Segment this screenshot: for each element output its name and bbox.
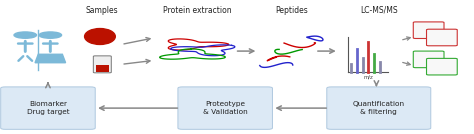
Text: Protein extraction: Protein extraction [163,6,231,15]
FancyBboxPatch shape [413,22,444,38]
Ellipse shape [84,29,115,44]
Circle shape [14,32,36,38]
Text: Quantification
& filtering: Quantification & filtering [353,101,405,115]
FancyBboxPatch shape [413,51,444,68]
FancyBboxPatch shape [427,29,457,46]
Text: LC-MS/MS: LC-MS/MS [360,6,398,15]
FancyBboxPatch shape [93,56,111,73]
Polygon shape [35,54,65,63]
Text: Samples: Samples [86,6,118,15]
FancyArrowPatch shape [27,56,32,61]
Text: Biomarker
Drug target: Biomarker Drug target [27,101,69,115]
FancyBboxPatch shape [0,87,95,129]
Text: Peptides: Peptides [275,6,308,15]
Text: Proteotype
& Validation: Proteotype & Validation [203,101,247,115]
Text: m/z: m/z [364,75,373,80]
FancyBboxPatch shape [327,87,431,129]
FancyBboxPatch shape [427,58,457,75]
FancyArrowPatch shape [18,56,23,61]
FancyBboxPatch shape [178,87,273,129]
Circle shape [39,32,62,38]
Bar [96,65,109,72]
